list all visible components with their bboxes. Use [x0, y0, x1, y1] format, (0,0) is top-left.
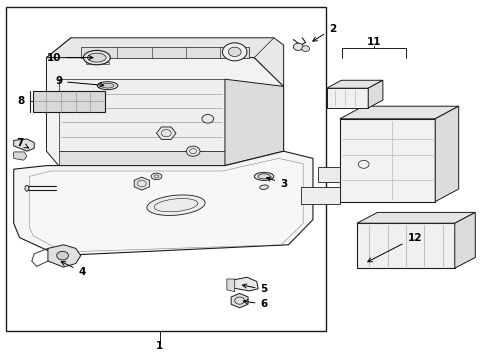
Circle shape: [186, 146, 200, 156]
Polygon shape: [339, 119, 434, 202]
Polygon shape: [81, 47, 249, 58]
Text: 3: 3: [266, 177, 286, 189]
Text: 2: 2: [312, 24, 335, 41]
Polygon shape: [134, 177, 149, 190]
Polygon shape: [156, 127, 176, 139]
Polygon shape: [367, 80, 382, 108]
Ellipse shape: [151, 173, 162, 180]
Polygon shape: [356, 212, 474, 223]
Text: 12: 12: [367, 233, 421, 262]
Polygon shape: [326, 80, 382, 88]
Polygon shape: [59, 151, 224, 166]
Circle shape: [222, 43, 246, 61]
Ellipse shape: [254, 172, 273, 180]
Ellipse shape: [258, 174, 270, 179]
Circle shape: [228, 47, 241, 57]
Polygon shape: [46, 38, 283, 86]
Text: 11: 11: [366, 37, 381, 48]
Ellipse shape: [101, 84, 114, 88]
Text: 5: 5: [242, 284, 267, 294]
Polygon shape: [226, 279, 234, 292]
Polygon shape: [33, 91, 105, 112]
Polygon shape: [454, 212, 474, 268]
Polygon shape: [59, 79, 224, 151]
Circle shape: [202, 114, 213, 123]
Circle shape: [301, 46, 309, 51]
Text: 9: 9: [55, 76, 103, 87]
Polygon shape: [434, 106, 458, 202]
Text: 8: 8: [17, 96, 24, 106]
Ellipse shape: [25, 185, 29, 191]
Text: 6: 6: [243, 299, 267, 309]
Polygon shape: [14, 151, 312, 256]
Ellipse shape: [259, 185, 268, 189]
Polygon shape: [14, 152, 27, 160]
Text: 1: 1: [156, 341, 163, 351]
Polygon shape: [300, 187, 339, 204]
Polygon shape: [29, 158, 303, 252]
Polygon shape: [356, 223, 454, 268]
Text: 10: 10: [46, 53, 93, 63]
Polygon shape: [85, 62, 108, 64]
Ellipse shape: [83, 50, 110, 65]
Ellipse shape: [87, 53, 106, 62]
Polygon shape: [326, 88, 367, 108]
Text: 7: 7: [16, 138, 29, 148]
Polygon shape: [231, 293, 247, 308]
Polygon shape: [46, 58, 283, 166]
Ellipse shape: [97, 82, 118, 90]
Polygon shape: [14, 139, 34, 151]
Polygon shape: [339, 106, 458, 119]
Polygon shape: [232, 277, 258, 291]
Text: 4: 4: [61, 262, 86, 277]
Circle shape: [57, 251, 68, 260]
Circle shape: [293, 43, 303, 50]
Bar: [6, 7, 325, 331]
Ellipse shape: [146, 195, 205, 215]
Polygon shape: [317, 167, 339, 182]
Polygon shape: [48, 245, 81, 267]
Polygon shape: [224, 79, 283, 166]
